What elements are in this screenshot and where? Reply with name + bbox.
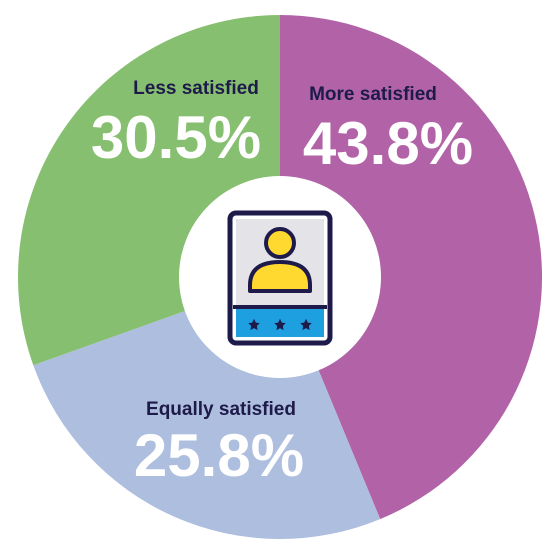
center-badge (179, 176, 381, 378)
user-rating-card-icon (227, 210, 333, 346)
slice-label-less-satisfied: Less satisfied (133, 78, 259, 99)
slice-label-more-satisfied: More satisfied (309, 84, 437, 105)
slice-value-less-satisfied: 30.5% (91, 104, 261, 171)
slice-label-equally-satisfied: Equally satisfied (146, 399, 296, 420)
slice-value-equally-satisfied: 25.8% (134, 422, 304, 489)
pie-slice-more-satisfied (280, 15, 543, 520)
slice-value-more-satisfied: 43.8% (303, 110, 473, 177)
